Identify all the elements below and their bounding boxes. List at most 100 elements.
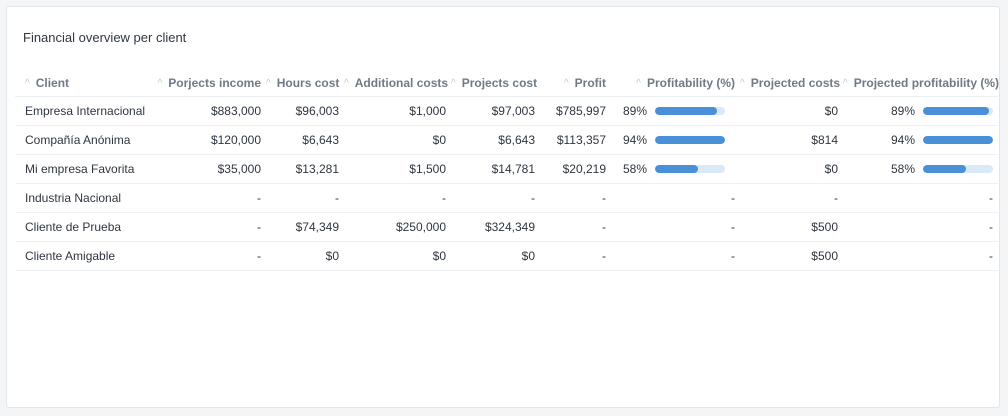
cell-projected-profitability: - [843, 183, 998, 213]
table-row[interactable]: Cliente Amigable - $0 $0 $0- - $500- [15, 241, 998, 271]
cell-projects-cost: $97,003 [451, 96, 540, 126]
profitability-value: 94% [623, 133, 648, 147]
cell-profit: - [540, 212, 611, 242]
cell-hours-cost: $6,643 [266, 125, 344, 155]
cell-client: Cliente de Prueba [15, 212, 155, 242]
cell-projects-cost: $6,643 [451, 125, 540, 155]
cell-additional-costs: $0 [344, 241, 451, 271]
cell-income: $120,000 [155, 125, 266, 155]
col-header-income[interactable]: ^ Porjects income [155, 70, 266, 97]
col-header-projects-cost[interactable]: ^ Projects cost [451, 70, 540, 97]
projected-profitability-value: - [989, 191, 993, 205]
col-header-profitability[interactable]: ^ Profitability (%) [611, 70, 740, 97]
cell-income: $883,000 [155, 96, 266, 126]
cell-additional-costs: - [344, 183, 451, 213]
cell-profit: $113,357 [540, 125, 611, 155]
cell-projected-costs: - [740, 183, 843, 213]
cell-profitability: - [611, 241, 740, 271]
projected-profitability-value: 89% [891, 104, 916, 118]
table-header-row: ^ Client ^ Porjects income ^ Hours cost ^ Ad… [15, 70, 999, 97]
cell-hours-cost: $0 [266, 241, 344, 271]
table-row[interactable]: Empresa Internacional $883,000 $96,003 $1,0… [15, 96, 998, 126]
col-header-hours-cost[interactable]: ^ Hours cost [266, 70, 344, 97]
cell-profitability: 58% [611, 154, 740, 184]
cell-income: $35,000 [155, 154, 266, 184]
col-header-projected-profitability[interactable]: ^ Projected profitability (%) [843, 70, 999, 97]
cell-projected-costs: $500 [740, 241, 843, 271]
projected-profitability-value: 94% [891, 133, 916, 147]
table-row[interactable]: Compañía Anónima $120,000 $6,643 $0 $6,643 $1… [15, 125, 998, 155]
profitability-value: - [731, 220, 735, 234]
col-header-client[interactable]: ^ Client [15, 70, 155, 97]
projected-profitability-bar-fill [923, 136, 993, 144]
cell-income: - [155, 183, 266, 213]
cell-hours-cost: $74,349 [266, 212, 344, 242]
col-header-additional-costs[interactable]: ^ Additional costs [344, 70, 451, 97]
profitability-value: 58% [623, 162, 648, 176]
cell-income: - [155, 241, 266, 271]
cell-projected-profitability: 89% [843, 96, 998, 126]
sort-arrow-icon: ^ [451, 78, 456, 89]
profitability-bar [655, 136, 725, 144]
cell-projects-cost: $0 [451, 241, 540, 271]
cell-projects-cost: $324,349 [451, 212, 540, 242]
projected-profitability-bar [923, 107, 993, 115]
cell-hours-cost: $96,003 [266, 96, 344, 126]
cell-profit: - [540, 183, 611, 213]
cell-hours-cost: - [266, 183, 344, 213]
col-header-profit[interactable]: ^ Profit [540, 70, 611, 97]
sort-arrow-icon: ^ [344, 78, 349, 89]
cell-hours-cost: $13,281 [266, 154, 344, 184]
sort-arrow-icon: ^ [636, 78, 641, 89]
projected-profitability-bar [923, 165, 993, 173]
table-row[interactable]: Cliente de Prueba - $74,349 $250,000 $324,34… [15, 212, 998, 242]
cell-additional-costs: $250,000 [344, 212, 451, 242]
table-body: Empresa Internacional $883,000 $96,003 $1,0… [15, 96, 998, 271]
cell-projected-costs: $500 [740, 212, 843, 242]
cell-projected-profitability: 58% [843, 154, 998, 184]
cell-profit: $785,997 [540, 96, 611, 126]
cell-client: Cliente Amigable [15, 241, 155, 271]
cell-projected-costs: $814 [740, 125, 843, 155]
cell-projected-costs: $0 [740, 96, 843, 126]
financial-overview-card: Financial overview per client ^ Client ^ P… [6, 6, 1000, 408]
table-row[interactable]: Industria Nacional - - - - - - - - [15, 183, 998, 213]
cell-projected-costs: $0 [740, 154, 843, 184]
projected-profitability-bar-fill [923, 107, 989, 115]
financial-table: ^ Client ^ Porjects income ^ Hours cost ^ Ad… [15, 70, 999, 271]
sort-arrow-icon: ^ [157, 78, 163, 89]
projected-profitability-value: - [989, 249, 993, 263]
cell-profitability: - [611, 183, 740, 213]
cell-profit: $20,219 [540, 154, 611, 184]
col-header-projected-costs[interactable]: ^ Projected costs [740, 70, 843, 97]
cell-profit: - [540, 241, 611, 271]
cell-client: Mi empresa Favorita [15, 154, 155, 184]
card-title: Financial overview per client [23, 30, 187, 45]
cell-client: Compañía Anónima [15, 125, 155, 155]
cell-projected-profitability: - [843, 241, 998, 271]
sort-arrow-icon: ^ [563, 78, 569, 89]
profitability-value: 89% [623, 104, 648, 118]
profitability-value: - [731, 191, 735, 205]
cell-additional-costs: $0 [344, 125, 451, 155]
cell-projects-cost: $14,781 [451, 154, 540, 184]
cell-income: - [155, 212, 266, 242]
projected-profitability-value: 58% [891, 162, 916, 176]
cell-profitability: 94% [611, 125, 740, 155]
profitability-bar [655, 165, 725, 173]
cell-projected-profitability: 94% [843, 125, 998, 155]
cell-client: Empresa Internacional [15, 96, 155, 126]
profitability-bar-fill [655, 107, 718, 115]
profitability-value: - [731, 249, 735, 263]
profitability-bar-fill [655, 165, 698, 173]
sort-arrow-icon: ^ [266, 78, 271, 89]
projected-profitability-bar [923, 136, 993, 144]
sort-arrow-icon: ^ [843, 78, 848, 89]
table-row[interactable]: Mi empresa Favorita $35,000 $13,281 $1,500 $… [15, 154, 998, 184]
cell-client: Industria Nacional [15, 183, 155, 213]
profitability-bar-fill [655, 136, 725, 144]
sort-arrow-icon: ^ [25, 78, 30, 89]
sort-arrow-icon: ^ [740, 78, 745, 89]
projected-profitability-value: - [989, 220, 993, 234]
cell-profitability: 89% [611, 96, 740, 126]
